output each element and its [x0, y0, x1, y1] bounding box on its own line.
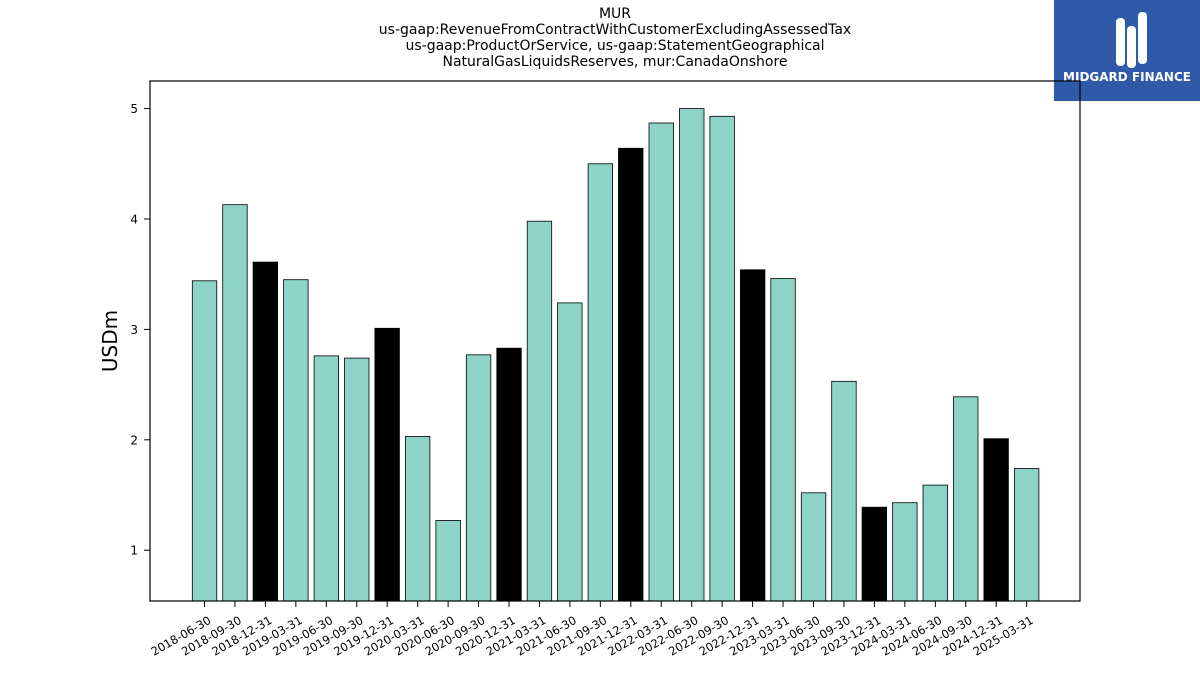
bar-2019-12-31 — [374, 327, 400, 602]
bar-2024-09-30 — [953, 396, 979, 602]
midgard-finance-logo: MIDGARD FINANCE — [1054, 0, 1200, 101]
bar-2021-09-30 — [587, 163, 613, 602]
bar-2018-12-31 — [252, 261, 279, 602]
bar-2019-03-31 — [283, 279, 309, 602]
y-tick-label: 2 — [130, 433, 138, 447]
logo-text: MIDGARD FINANCE — [1063, 70, 1191, 84]
bar-2018-06-30 — [191, 280, 218, 602]
bar-2024-03-31 — [892, 502, 918, 602]
y-tick-label: 4 — [130, 213, 138, 227]
y-axis-label: USDm — [98, 310, 122, 372]
plot-frame — [149, 80, 1081, 602]
y-tick-label: 5 — [130, 102, 138, 116]
title-line-axes: us-gaap:ProductOrService, us-gaap:Statem… — [405, 38, 825, 54]
y-tick-label: 3 — [130, 323, 138, 337]
bar-2022-03-31 — [648, 122, 674, 602]
title-line-concept: us-gaap:RevenueFromContractWithCustomerE… — [378, 22, 852, 38]
bar-2022-12-31 — [740, 269, 766, 602]
bar-2023-09-30 — [831, 380, 857, 602]
bar-2025-03-31 — [1014, 468, 1040, 602]
bar-2021-12-31 — [618, 147, 644, 602]
bar-2021-03-31 — [526, 220, 553, 602]
bar-2020-03-31 — [404, 436, 431, 602]
logo-mark-icon — [1116, 12, 1147, 68]
bar-2021-06-30 — [557, 302, 583, 602]
bar-2022-06-30 — [679, 108, 705, 602]
bar-2024-06-30 — [922, 484, 948, 602]
bar-2024-12-31 — [983, 438, 1009, 602]
chart-title: MUR us-gaap:RevenueFromContractWithCusto… — [150, 6, 1080, 70]
title-line-members: NaturalGasLiquidsReserves, mur:CanadaOns… — [442, 54, 788, 70]
bar-2020-06-30 — [435, 520, 461, 602]
bar-2023-06-30 — [800, 492, 827, 602]
bar-2023-03-31 — [770, 278, 796, 602]
y-tick-label: 1 — [130, 544, 138, 558]
bar-2019-06-30 — [313, 355, 340, 602]
bar-2022-09-30 — [709, 115, 735, 602]
bar-2020-12-31 — [496, 347, 522, 602]
bar-2020-09-30 — [465, 354, 492, 602]
bar-2019-09-30 — [344, 357, 370, 602]
bar-2023-12-31 — [861, 506, 887, 602]
bar-2018-09-30 — [222, 204, 248, 602]
title-line-ticker: MUR — [598, 6, 632, 22]
